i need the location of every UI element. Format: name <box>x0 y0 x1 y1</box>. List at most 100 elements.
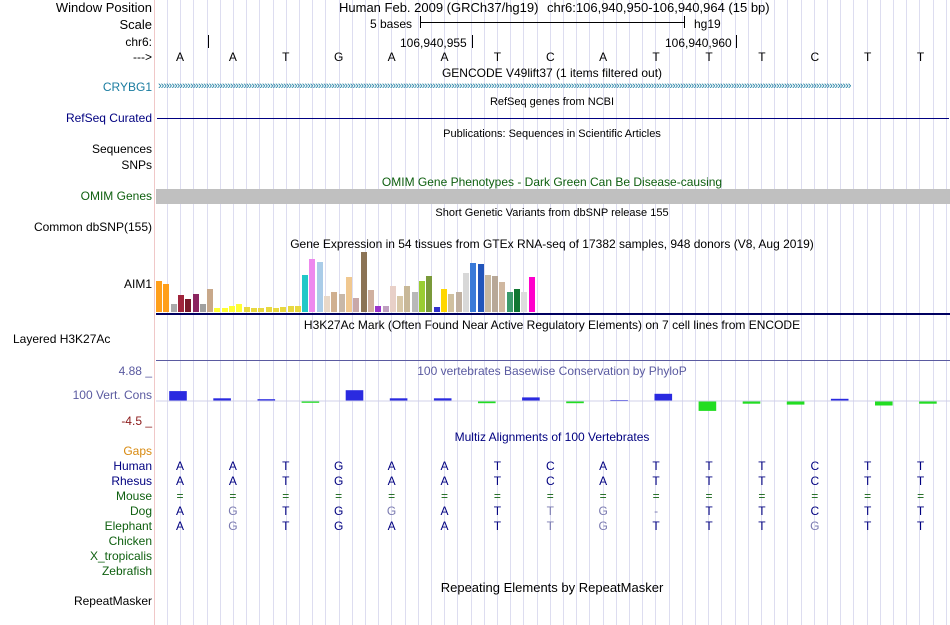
aligned-base: = <box>917 489 925 503</box>
gtex-tissue-bar[interactable] <box>419 281 425 312</box>
dna-base: T <box>758 50 766 64</box>
ruler-tick <box>208 35 209 48</box>
gtex-tissue-bar[interactable] <box>207 289 213 312</box>
gtex-tissue-bar[interactable] <box>229 306 235 312</box>
gtex-tissue-bar[interactable] <box>463 273 469 312</box>
gtex-tissue-bar[interactable] <box>185 299 191 312</box>
aligned-base: T <box>758 504 766 518</box>
gtex-tissue-bar[interactable] <box>514 289 520 312</box>
gtex-tissue-bar[interactable] <box>266 307 272 312</box>
h3k27ac-signal-line[interactable] <box>156 360 950 361</box>
layered-h3k27ac-label[interactable]: Layered H3K27Ac <box>13 332 111 346</box>
conservation-score-bar <box>566 401 584 404</box>
gtex-tissue-bar[interactable] <box>353 298 359 312</box>
refseq-gene-line[interactable] <box>157 118 949 119</box>
gtex-tissue-bar[interactable] <box>499 282 505 312</box>
gtex-tissue-bar[interactable] <box>251 308 257 312</box>
gtex-tissue-bar[interactable] <box>280 307 286 312</box>
gtex-tissue-bar[interactable] <box>375 306 381 312</box>
species-label[interactable]: Rhesus <box>111 474 152 488</box>
scale-text: 5 bases <box>370 17 413 31</box>
gtex-tissue-bar[interactable] <box>383 306 389 312</box>
aligned-base: A <box>175 459 185 473</box>
gtex-bar-chart[interactable] <box>156 252 536 312</box>
gtex-tissue-bar[interactable] <box>156 281 162 312</box>
aligned-base: A <box>599 474 608 488</box>
aligned-base: A <box>440 504 449 518</box>
aligned-base: = <box>546 489 554 503</box>
gtex-tissue-bar[interactable] <box>244 307 250 312</box>
common-dbsnp-label[interactable]: Common dbSNP(155) <box>33 220 152 234</box>
omim-genes-label[interactable]: OMIM Genes <box>80 189 152 203</box>
gtex-tissue-bar[interactable] <box>214 308 220 312</box>
aligned-base: A <box>175 519 185 533</box>
species-label[interactable]: X_tropicalis <box>89 549 152 563</box>
gtex-tissue-bar[interactable] <box>236 304 242 312</box>
aligned-base: = <box>864 489 872 503</box>
omim-gene-bar[interactable] <box>156 189 950 204</box>
aligned-base: T <box>758 519 766 533</box>
gtex-tissue-bar[interactable] <box>222 308 228 312</box>
gtex-tissue-bar[interactable] <box>412 292 418 312</box>
gtex-tissue-bar[interactable] <box>521 292 527 312</box>
aligned-base: A <box>387 474 396 488</box>
gtex-tissue-bar[interactable] <box>178 295 184 312</box>
dna-base: T <box>864 50 872 64</box>
gtex-tissue-bar[interactable] <box>171 304 177 312</box>
species-label[interactable]: Elephant <box>104 519 152 533</box>
conservation-plot[interactable] <box>156 380 950 420</box>
aligned-base: T <box>282 474 290 488</box>
sequences-label[interactable]: Sequences <box>91 142 152 156</box>
gaps-label[interactable]: Gaps <box>123 444 152 458</box>
gtex-tissue-bar[interactable] <box>258 308 264 312</box>
conservation-score-bar <box>257 399 276 401</box>
conservation-score-bar <box>742 401 761 404</box>
species-label[interactable]: Mouse <box>115 489 152 503</box>
gtex-tissue-bar[interactable] <box>434 307 440 312</box>
refseq-curated-label[interactable]: RefSeq Curated <box>65 111 152 125</box>
aligned-base: C <box>810 504 820 518</box>
gtex-tissue-bar[interactable] <box>317 262 323 312</box>
aligned-base: G <box>334 459 344 473</box>
species-label[interactable]: Dog <box>129 504 152 518</box>
species-label[interactable]: Human <box>113 459 152 473</box>
gtex-tissue-bar[interactable] <box>200 304 206 312</box>
gtex-tissue-bar[interactable] <box>529 277 535 312</box>
gtex-tissue-bar[interactable] <box>346 277 352 312</box>
gtex-tissue-bar[interactable] <box>441 289 447 312</box>
snps-label[interactable]: SNPs <box>121 158 152 172</box>
aligned-base: A <box>175 504 185 518</box>
crybg1-gene-arrows[interactable]: ››››››››››››››››››››››››››››››››››››››››… <box>158 80 851 92</box>
gtex-tissue-bar[interactable] <box>295 306 301 312</box>
gtex-tissue-bar[interactable] <box>426 276 432 312</box>
species-label[interactable]: Chicken <box>108 534 152 548</box>
gtex-tissue-bar[interactable] <box>456 292 462 312</box>
species-label[interactable]: Zebrafish <box>101 564 152 578</box>
gtex-tissue-bar[interactable] <box>361 252 367 312</box>
gtex-tissue-bar[interactable] <box>163 284 169 312</box>
gtex-tissue-bar[interactable] <box>485 275 491 312</box>
gtex-tissue-bar[interactable] <box>339 294 345 312</box>
gtex-tissue-bar[interactable] <box>193 294 199 312</box>
gtex-tissue-bar[interactable] <box>404 286 410 312</box>
gtex-tissue-bar[interactable] <box>448 294 454 312</box>
gtex-tissue-bar[interactable] <box>470 263 476 312</box>
gtex-tissue-bar[interactable] <box>478 264 484 312</box>
gtex-tissue-bar[interactable] <box>273 308 279 312</box>
vert-cons-label[interactable]: 100 Vert. Cons <box>72 388 152 402</box>
aligned-base: C <box>545 459 555 473</box>
repeatmasker-label[interactable]: RepeatMasker <box>73 594 152 608</box>
gtex-tissue-bar[interactable] <box>390 286 396 312</box>
cons-min-label: -4.5 _ <box>121 414 152 428</box>
gtex-tissue-bar[interactable] <box>309 259 315 312</box>
aim1-label[interactable]: AIM1 <box>123 277 152 291</box>
gtex-tissue-bar[interactable] <box>397 296 403 312</box>
gtex-tissue-bar[interactable] <box>302 275 308 312</box>
gtex-tissue-bar[interactable] <box>331 292 337 312</box>
gtex-tissue-bar[interactable] <box>368 290 374 312</box>
gtex-tissue-bar[interactable] <box>288 306 294 312</box>
gtex-tissue-bar[interactable] <box>507 292 513 312</box>
gtex-tissue-bar[interactable] <box>324 296 330 312</box>
crybg1-gene-label[interactable]: CRYBG1 <box>102 80 152 94</box>
gtex-tissue-bar[interactable] <box>492 276 498 312</box>
